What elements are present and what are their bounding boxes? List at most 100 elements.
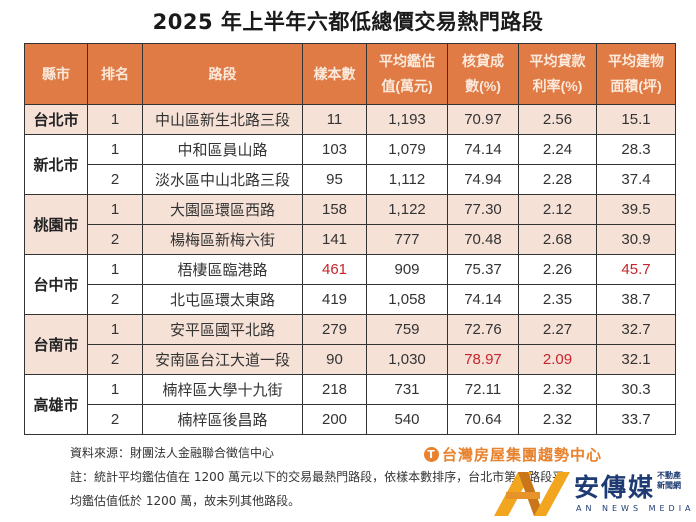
road-cell: 中山區新生北路三段 — [142, 104, 303, 135]
rank-cell: 2 — [87, 404, 143, 435]
col-header-area: 平均建物面積(坪) — [596, 43, 676, 105]
appraisal-cell: 759 — [366, 314, 448, 345]
city-cell: 台北市 — [24, 104, 88, 135]
ltv-cell: 74.94 — [447, 164, 519, 195]
area-cell: 32.1 — [596, 344, 676, 375]
city-cell: 桃園市 — [24, 194, 88, 255]
rank-cell: 1 — [87, 374, 143, 405]
ltv-cell: 74.14 — [447, 284, 519, 315]
an-news-subtitle: 不動產 新聞網 — [657, 471, 687, 491]
footnote-line-2: 均鑑估值低於 1200 萬，故未列其他路段。 — [70, 494, 301, 508]
samples-cell: 103 — [302, 134, 367, 165]
appraisal-cell: 909 — [366, 254, 448, 285]
table-row: 台北市 1 中山區新生北路三段 11 1,193 70.97 2.56 15.1 — [24, 104, 676, 135]
table-row: 2 安南區台江大道一段 90 1,030 78.97 2.09 32.1 — [25, 344, 676, 375]
city-cell: 新北市 — [24, 134, 88, 195]
page-title: 2025 年上半年六都低總價交易熱門路段 — [152, 10, 544, 34]
road-cell: 大園區環區西路 — [142, 194, 303, 225]
area-cell: 37.4 — [596, 164, 676, 195]
an-news-logo-icon — [494, 472, 570, 516]
area-cell: 30.3 — [596, 374, 676, 405]
appraisal-cell: 1,122 — [366, 194, 448, 225]
data-source-note: 資料來源：財團法人金融聯合徵信中心 — [70, 446, 275, 460]
appraisal-cell: 731 — [366, 374, 448, 405]
header-line: 平均建物 — [608, 53, 664, 69]
city-cell: 台中市 — [24, 254, 88, 315]
ltv-cell: 77.30 — [447, 194, 519, 225]
appraisal-cell: 1,030 — [366, 344, 448, 375]
col-header-rank: 排名 — [87, 43, 143, 105]
rank-cell: 2 — [87, 224, 143, 255]
table-row: 2 楊梅區新梅六街 141 777 70.48 2.68 30.9 — [25, 224, 676, 255]
rate-cell: 2.68 — [518, 224, 597, 255]
col-header-rate: 平均貸款 利率(%) — [518, 43, 597, 105]
col-header-ltv: 核貸成 數(%) — [447, 43, 519, 105]
table-row: 2 淡水區中山北路三段 95 1,112 74.94 2.28 37.4 — [25, 164, 676, 195]
rank-cell: 1 — [87, 314, 143, 345]
taiwan-realty-logo-icon: T — [424, 447, 439, 462]
appraisal-cell: 1,112 — [366, 164, 448, 195]
rank-cell: 2 — [87, 344, 143, 375]
samples-cell: 200 — [302, 404, 367, 435]
appraisal-cell: 777 — [366, 224, 448, 255]
samples-cell: 158 — [302, 194, 367, 225]
table-row: 台中市 1 梧棲區臨港路 461 909 75.37 2.26 45.7 — [24, 254, 676, 315]
col-header-road: 路段 — [142, 43, 303, 105]
ltv-cell: 72.11 — [447, 374, 519, 405]
header-line: 值(萬元) — [381, 78, 433, 94]
header-row: 縣市 排名 路段 樣本數 平均鑑估值(萬元) 核貸成 數(%) 平均貸款 利率(%)… — [24, 43, 676, 105]
appraisal-cell: 540 — [366, 404, 448, 435]
rate-cell: 2.12 — [518, 194, 597, 225]
road-cell: 楠梓區大學十九街 — [142, 374, 303, 405]
rate-cell: 2.35 — [518, 284, 597, 315]
table-row: 台南市 1 安平區國平北路 279 759 72.76 2.27 32.7 — [24, 314, 676, 375]
road-cell: 安南區台江大道一段 — [142, 344, 303, 375]
table-row: 高雄市 1 楠梓區大學十九街 218 731 72.11 2.32 30.3 — [24, 374, 676, 435]
rate-cell: 2.27 — [518, 314, 597, 345]
rate-cell-highlighted: 2.09 — [518, 344, 597, 375]
samples-cell: 279 — [302, 314, 367, 345]
header-line: 平均鑑估 — [379, 53, 435, 69]
an-news-sub-line: 新聞網 — [657, 481, 681, 490]
area-cell: 32.7 — [596, 314, 676, 345]
an-news-sub-line: 不動產 — [657, 471, 681, 480]
samples-cell: 218 — [302, 374, 367, 405]
rate-cell: 2.28 — [518, 164, 597, 195]
an-news-name: 安傳媒 — [574, 473, 656, 502]
samples-cell: 419 — [302, 284, 367, 315]
ltv-cell: 70.97 — [447, 104, 519, 135]
area-cell: 30.9 — [596, 224, 676, 255]
rate-cell: 2.24 — [518, 134, 597, 165]
area-cell: 15.1 — [596, 104, 676, 135]
an-news-english: AN NEWS MEDIA — [576, 504, 695, 513]
taiwan-realty-logo: T 台灣房屋集團趨勢中心 — [424, 444, 602, 465]
header-line: 面積(坪) — [610, 78, 662, 94]
rank-cell: 2 — [87, 164, 143, 195]
table-row: 2 北屯區環太東路 419 1,058 74.14 2.35 38.7 — [25, 284, 676, 315]
road-cell: 中和區員山路 — [142, 134, 303, 165]
rank-cell: 1 — [87, 104, 143, 135]
road-cell: 楊梅區新梅六街 — [142, 224, 303, 255]
an-news-media-watermark: 安傳媒 不動產 新聞網 AN NEWS MEDIA — [494, 468, 694, 518]
road-cell: 安平區國平北路 — [142, 314, 303, 345]
ltv-cell: 74.14 — [447, 134, 519, 165]
col-header-city: 縣市 — [24, 43, 88, 105]
header-line: 核貸成 — [462, 53, 504, 69]
rate-cell: 2.56 — [518, 104, 597, 135]
samples-cell: 141 — [302, 224, 367, 255]
area-cell: 38.7 — [596, 284, 676, 315]
rank-cell: 1 — [87, 194, 143, 225]
samples-cell: 95 — [302, 164, 367, 195]
table-row: 2 楠梓區後昌路 200 540 70.64 2.32 33.7 — [25, 404, 676, 435]
samples-cell-highlighted: 461 — [302, 254, 367, 285]
data-table: 縣市 排名 路段 樣本數 平均鑑估值(萬元) 核貸成 數(%) 平均貸款 利率(%)… — [24, 43, 676, 435]
rate-cell: 2.26 — [518, 254, 597, 285]
header-line: 平均貸款 — [529, 53, 586, 69]
rate-cell: 2.32 — [518, 374, 597, 405]
col-header-samples: 樣本數 — [302, 43, 367, 105]
rank-cell: 1 — [87, 134, 143, 165]
road-cell: 楠梓區後昌路 — [142, 404, 303, 435]
ltv-cell: 75.37 — [447, 254, 519, 285]
road-cell: 淡水區中山北路三段 — [142, 164, 303, 195]
road-cell: 北屯區環太東路 — [142, 284, 303, 315]
